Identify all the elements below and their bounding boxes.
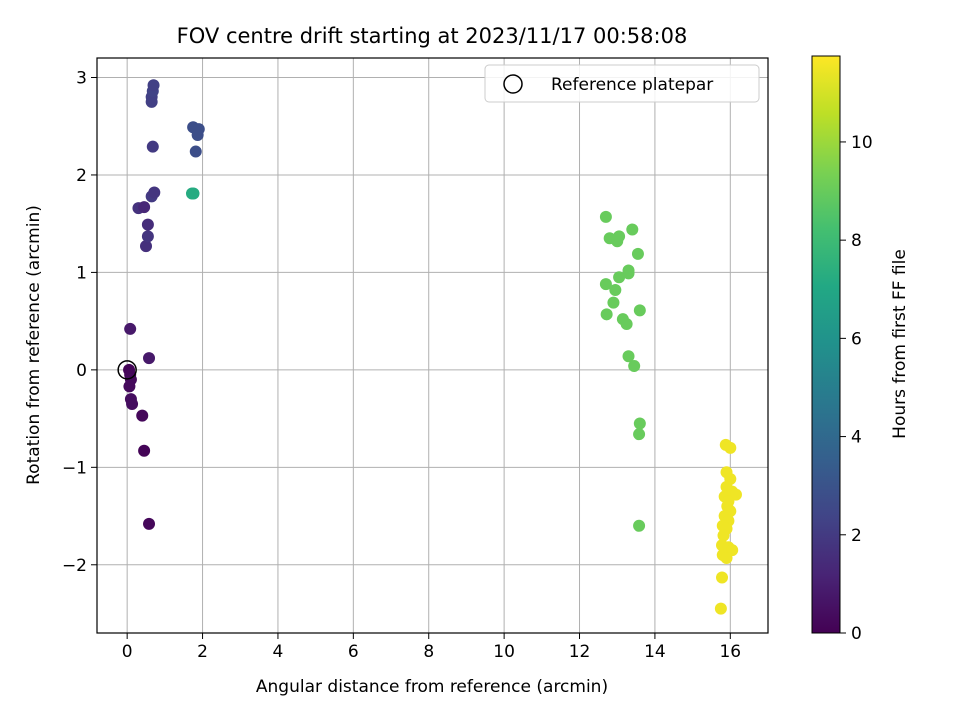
legend-box <box>484 64 760 103</box>
reference-platepar-marker <box>117 360 137 380</box>
data-point <box>631 247 644 260</box>
x-tick-label: 12 <box>569 642 591 662</box>
data-point <box>143 352 156 365</box>
data-point <box>123 380 136 393</box>
data-point <box>189 145 202 158</box>
data-point <box>716 571 729 584</box>
y-tick-label: 3 <box>76 68 87 88</box>
colorbar <box>811 55 841 634</box>
y-axis-ticks: −2 −1 0 1 2 3 <box>62 68 97 576</box>
data-point <box>613 271 626 284</box>
data-point <box>191 128 204 141</box>
data-point <box>599 210 612 223</box>
x-tick-label: 14 <box>644 642 666 662</box>
data-point <box>148 186 161 199</box>
data-point <box>143 517 156 530</box>
data-point <box>600 308 613 321</box>
plot-frame <box>96 57 769 634</box>
x-tick-label: 2 <box>197 642 208 662</box>
data-point <box>147 79 160 92</box>
legend: Reference platepar <box>484 64 760 103</box>
data-point <box>626 223 639 236</box>
legend-entry-label: Reference platepar <box>551 75 713 95</box>
data-point <box>633 519 646 532</box>
y-tick-label: 0 <box>76 361 87 381</box>
legend-marker <box>503 74 523 94</box>
colorbar-tick-label: 8 <box>851 231 862 251</box>
data-point <box>141 218 154 231</box>
data-point <box>136 409 149 422</box>
x-tick-label: 0 <box>122 642 133 662</box>
data-point <box>609 283 622 296</box>
data-point <box>724 441 737 454</box>
x-axis-ticks: 0 2 4 6 8 10 12 14 16 <box>122 633 741 662</box>
data-point <box>141 230 154 243</box>
x-tick-label: 10 <box>493 642 515 662</box>
data-point <box>140 240 153 253</box>
colorbar-label: Hours from first FF file <box>890 249 910 439</box>
scatter-points <box>123 79 742 615</box>
data-point <box>714 602 727 615</box>
colorbar-ticks: 0 2 4 6 8 10 <box>840 133 873 644</box>
y-tick-label: 1 <box>76 263 87 283</box>
colorbar-tick-label: 2 <box>851 526 862 546</box>
y-tick-label: −2 <box>62 556 87 576</box>
x-tick-label: 8 <box>423 642 434 662</box>
data-point <box>622 350 635 363</box>
data-point <box>613 230 626 243</box>
data-point <box>146 140 159 153</box>
data-point <box>633 304 646 317</box>
data-point <box>126 397 139 410</box>
data-point <box>720 551 733 564</box>
colorbar-tick-label: 0 <box>851 624 862 644</box>
data-point <box>599 278 612 291</box>
data-point <box>607 296 620 309</box>
data-point <box>138 201 151 214</box>
data-point <box>633 428 646 441</box>
y-tick-label: −1 <box>62 458 87 478</box>
y-axis-label: Rotation from reference (arcmin) <box>24 205 44 485</box>
x-tick-label: 4 <box>273 642 284 662</box>
chart-title: FOV centre drift starting at 2023/11/17 … <box>177 24 688 48</box>
data-point <box>124 322 137 335</box>
data-point <box>187 187 200 200</box>
x-axis-label: Angular distance from reference (arcmin) <box>256 677 608 697</box>
x-tick-label: 16 <box>719 642 741 662</box>
x-tick-label: 6 <box>348 642 359 662</box>
data-point <box>620 318 633 331</box>
gridlines <box>97 58 768 633</box>
data-point <box>633 417 646 430</box>
colorbar-tick-label: 6 <box>851 329 862 349</box>
data-point <box>717 529 730 542</box>
data-point <box>628 359 641 372</box>
data-point <box>622 267 635 280</box>
data-point <box>138 444 151 457</box>
y-tick-label: 2 <box>76 166 87 186</box>
colorbar-tick-label: 10 <box>851 133 873 153</box>
colorbar-tick-label: 4 <box>851 428 862 448</box>
